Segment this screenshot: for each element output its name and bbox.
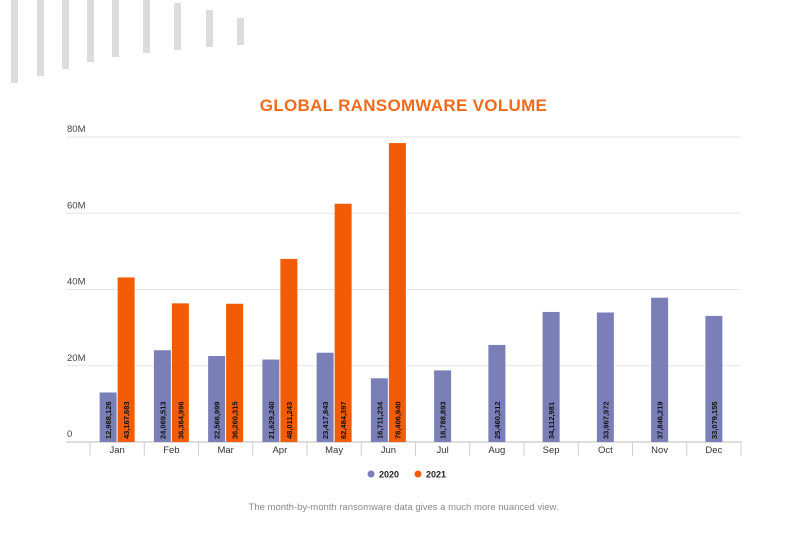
data-label: 78,406,940 bbox=[393, 401, 402, 439]
bar-2020-sep[interactable] bbox=[542, 311, 560, 442]
data-label: 16,711,234 bbox=[375, 401, 384, 439]
x-tick-label: Mar bbox=[217, 445, 233, 456]
data-label: 34,112,981 bbox=[547, 402, 556, 439]
bar-2021-apr[interactable] bbox=[280, 258, 298, 442]
bar-2020-oct[interactable] bbox=[596, 312, 614, 442]
x-tick-label: Jan bbox=[109, 445, 124, 456]
x-tick-label: Oct bbox=[598, 445, 613, 456]
x-tick-label: Jul bbox=[437, 445, 449, 456]
data-label: 12,988,126 bbox=[104, 401, 113, 439]
data-label: 36,364,996 bbox=[176, 401, 185, 439]
data-label: 36,260,315 bbox=[231, 401, 240, 439]
data-label: 22,566,999 bbox=[213, 401, 222, 439]
x-tick-label: Feb bbox=[163, 445, 179, 456]
legend-label-2021: 2021 bbox=[426, 470, 446, 480]
bar-2020-aug[interactable] bbox=[488, 344, 506, 442]
chart-caption: The month-by-month ransomware data gives… bbox=[248, 502, 559, 513]
data-label: 21,629,240 bbox=[267, 401, 276, 439]
bar-2020-apr[interactable] bbox=[262, 359, 280, 442]
data-label: 23,417,843 bbox=[321, 401, 330, 439]
x-tick-label: Jun bbox=[381, 445, 396, 456]
bar-2020-dec[interactable] bbox=[705, 315, 723, 442]
bar-2020-nov[interactable] bbox=[651, 297, 669, 442]
chart-title: GLOBAL RANSOMWARE VOLUME bbox=[259, 96, 548, 115]
y-tick-label: 60M bbox=[67, 200, 86, 211]
bar-2021-feb[interactable] bbox=[171, 303, 189, 442]
data-label: 62,484,397 bbox=[339, 401, 348, 439]
bar-2021-jan[interactable] bbox=[117, 277, 135, 442]
data-label: 18,788,893 bbox=[439, 401, 448, 439]
y-tick-label: 40M bbox=[67, 277, 86, 288]
legend-marker-2020 bbox=[367, 470, 375, 478]
data-label: 48,011,243 bbox=[285, 402, 294, 439]
bar-2021-jun[interactable] bbox=[388, 143, 406, 442]
x-tick-label: Aug bbox=[488, 445, 505, 456]
data-label: 33,967,972 bbox=[601, 401, 610, 439]
x-tick-label: Dec bbox=[705, 445, 722, 456]
bar-2020-may[interactable] bbox=[316, 352, 334, 442]
x-tick-label: Apr bbox=[272, 445, 287, 456]
x-tick-label: May bbox=[325, 445, 343, 456]
bar-2020-mar[interactable] bbox=[208, 355, 226, 442]
decorative-bars bbox=[11, 0, 244, 83]
y-tick-label: 80M bbox=[67, 124, 86, 135]
bar-2020-jun[interactable] bbox=[370, 378, 388, 442]
bar-2020-feb[interactable] bbox=[153, 350, 171, 442]
x-tick-label: Sep bbox=[543, 445, 560, 456]
bar-2020-jan[interactable] bbox=[99, 392, 117, 442]
bar-2020-jul[interactable] bbox=[434, 370, 452, 442]
y-tick-label: 20M bbox=[67, 353, 86, 364]
data-label: 37,846,219 bbox=[656, 401, 665, 439]
data-label: 33,079,155 bbox=[710, 401, 719, 439]
bar-2021-may[interactable] bbox=[334, 203, 352, 442]
legend-label-2020: 2020 bbox=[379, 470, 399, 480]
x-tick-label: Nov bbox=[651, 445, 668, 456]
data-label: 24,069,513 bbox=[158, 401, 167, 439]
data-label: 43,167,683 bbox=[122, 401, 131, 439]
legend-marker-2021 bbox=[414, 470, 422, 478]
bar-2021-mar[interactable] bbox=[226, 303, 244, 442]
data-label: 25,460,312 bbox=[493, 401, 502, 439]
y-tick-label: 0 bbox=[67, 429, 72, 440]
